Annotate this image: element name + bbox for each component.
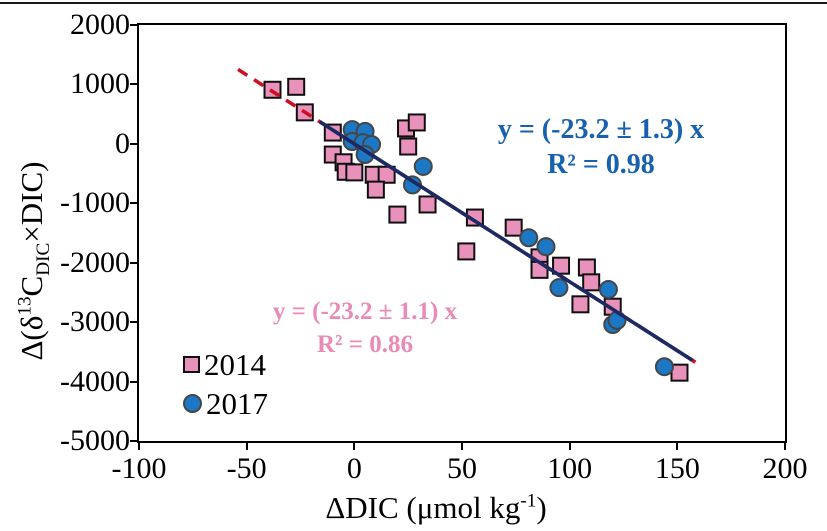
annotation-2017-r-squared: R² = 0.98 xyxy=(547,149,655,180)
y-tick-label: 1000 xyxy=(70,67,130,101)
x-tick-label: 200 xyxy=(762,452,808,485)
y-tick-mark xyxy=(130,142,139,145)
x-tick-mark xyxy=(353,441,356,450)
y-tick-label: 2000 xyxy=(70,8,130,41)
annotation-2014-equation: y = (-23.2 ± 1.1) x xyxy=(272,298,458,325)
data-point-2014 xyxy=(366,180,385,199)
legend-marker-2017-circle-icon xyxy=(183,394,202,413)
data-point-2014 xyxy=(388,205,407,224)
data-point-2017 xyxy=(598,279,618,299)
data-point-2014 xyxy=(571,295,590,314)
data-point-2014 xyxy=(287,77,306,96)
data-point-2014 xyxy=(504,218,523,237)
plot-area: 2014 2017 y = (-23.2 ± 1.3) x R² = 0.98 … xyxy=(137,23,787,443)
x-tick-label: 0 xyxy=(346,452,362,485)
x-tick-label: 50 xyxy=(447,452,477,485)
data-point-2014 xyxy=(418,195,437,214)
y-tick-mark xyxy=(130,83,139,86)
annotation-2014-fit: y = (-23.2 ± 1.1) x R² = 0.86 xyxy=(273,295,457,361)
y-tick-label: -4000 xyxy=(60,364,130,398)
legend-marker-2014-square-icon xyxy=(183,356,200,373)
data-point-2017 xyxy=(413,156,433,176)
annotation-2017-equation: y = (-23.2 ± 1.3) x xyxy=(497,114,705,145)
data-point-2014 xyxy=(577,258,596,277)
data-point-2017 xyxy=(536,237,556,257)
y-tick-mark xyxy=(130,380,139,383)
x-tick-label: -100 xyxy=(111,452,167,485)
data-point-2014 xyxy=(345,163,364,182)
x-tick-mark xyxy=(676,441,679,450)
x-axis-title: ΔDIC (μmol kg-1) xyxy=(113,490,759,526)
x-tick-label: 150 xyxy=(654,452,700,485)
x-tick-mark xyxy=(568,441,571,450)
x-tick-mark xyxy=(245,441,248,450)
fit-line-2017 xyxy=(318,120,694,362)
top-border-line xyxy=(0,2,827,4)
x-tick-mark xyxy=(461,441,463,450)
y-tick-mark xyxy=(130,202,139,205)
y-tick-mark xyxy=(130,24,139,26)
legend-item-2014: 2014 xyxy=(183,345,268,384)
annotation-2014-r-squared: R² = 0.86 xyxy=(316,331,414,358)
data-point-2014 xyxy=(552,256,571,275)
x-tick-label: 100 xyxy=(547,452,593,485)
data-point-2014 xyxy=(407,113,426,132)
y-tick-label: -2000 xyxy=(60,245,130,279)
x-tick-mark xyxy=(784,441,786,450)
y-tick-mark xyxy=(130,261,139,264)
legend-label-2014: 2014 xyxy=(204,346,266,382)
annotation-2017-fit: y = (-23.2 ± 1.3) x R² = 0.98 xyxy=(498,112,704,182)
y-tick-label: -5000 xyxy=(60,424,130,457)
y-tick-mark xyxy=(130,440,139,442)
y-tick-label: 0 xyxy=(115,126,130,160)
data-point-2017 xyxy=(549,278,569,298)
data-point-2014 xyxy=(377,165,396,184)
y-tick-label: -3000 xyxy=(60,305,130,339)
data-point-2014 xyxy=(582,273,601,292)
data-point-2014 xyxy=(457,242,476,261)
legend-item-2017: 2017 xyxy=(183,384,268,423)
y-tick-mark xyxy=(130,321,139,324)
y-tick-label: -1000 xyxy=(60,186,130,220)
data-point-2017 xyxy=(654,357,674,377)
x-tick-mark xyxy=(138,441,140,450)
data-point-2014 xyxy=(399,137,418,156)
x-tick-label: -50 xyxy=(226,452,267,485)
legend: 2014 2017 xyxy=(183,345,268,423)
data-point-2017 xyxy=(519,228,539,248)
plot-canvas xyxy=(237,67,698,382)
legend-label-2017: 2017 xyxy=(206,385,268,421)
x-axis-title-text: ΔDIC (μmol kg-1) xyxy=(325,490,547,525)
